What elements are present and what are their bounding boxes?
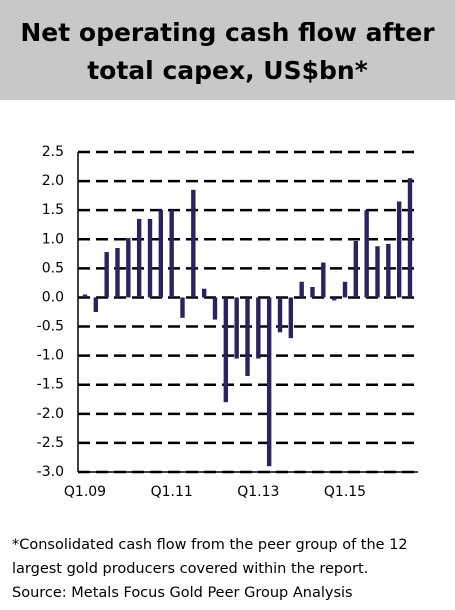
bar <box>234 297 239 359</box>
bar <box>342 281 348 298</box>
bar <box>180 297 185 318</box>
y-tick-label: 1.5 <box>42 202 64 218</box>
y-tick-label: -2.5 <box>37 435 64 451</box>
y-tick-label: -1.5 <box>37 377 64 393</box>
bar <box>93 297 99 312</box>
bar <box>277 297 283 333</box>
x-tick-label: Q1.11 <box>151 484 193 500</box>
bar <box>288 297 294 339</box>
bar <box>158 210 164 298</box>
bar <box>169 210 174 298</box>
y-tick-label: 0.5 <box>42 260 64 276</box>
x-tick-label: Q1.13 <box>237 484 279 500</box>
bar <box>191 189 196 298</box>
bar <box>353 241 359 298</box>
bar <box>104 252 109 298</box>
bar <box>256 297 261 359</box>
y-tick-label: 2.0 <box>42 173 64 189</box>
source: Source: Metals Focus Gold Peer Group Ana… <box>12 585 353 601</box>
y-tick-label: -2.0 <box>37 406 64 422</box>
bar <box>364 210 369 298</box>
bar <box>375 246 380 298</box>
bar <box>407 178 413 298</box>
y-tick-label: -1.0 <box>37 348 64 364</box>
bar <box>310 286 315 298</box>
bar <box>396 201 402 298</box>
bar <box>299 281 304 298</box>
bar <box>266 297 272 467</box>
bar <box>82 294 88 298</box>
bar <box>212 297 218 320</box>
note: *Consolidated cash flow from the peer gr… <box>12 537 408 577</box>
x-tick-label: Q1.09 <box>64 484 106 500</box>
chart-title: Net operating cash flow after total cape… <box>0 0 455 100</box>
bar <box>201 288 207 298</box>
bar <box>331 297 337 301</box>
x-tick-label: Q1.15 <box>324 484 366 500</box>
y-tick-label: 0.0 <box>42 289 64 305</box>
bar <box>115 248 120 298</box>
bar <box>147 218 153 298</box>
bar <box>223 297 229 403</box>
y-tick-label: -0.5 <box>37 319 64 335</box>
bar <box>321 262 326 298</box>
y-tick-label: -3.0 <box>37 464 64 480</box>
bar <box>136 218 142 298</box>
footnote: *Consolidated cash flow from the peer gr… <box>12 533 452 605</box>
bar <box>245 297 250 376</box>
y-tick-label: 1.0 <box>42 231 64 247</box>
chart: 2.5 2.0 1.5 1.0 0.5 0.0 -0.5 -1.0 -1.5 -2.0 -2.5 -3… <box>37 144 418 500</box>
bar <box>386 243 391 298</box>
bar <box>126 238 131 298</box>
y-tick-label: 2.5 <box>42 144 64 160</box>
